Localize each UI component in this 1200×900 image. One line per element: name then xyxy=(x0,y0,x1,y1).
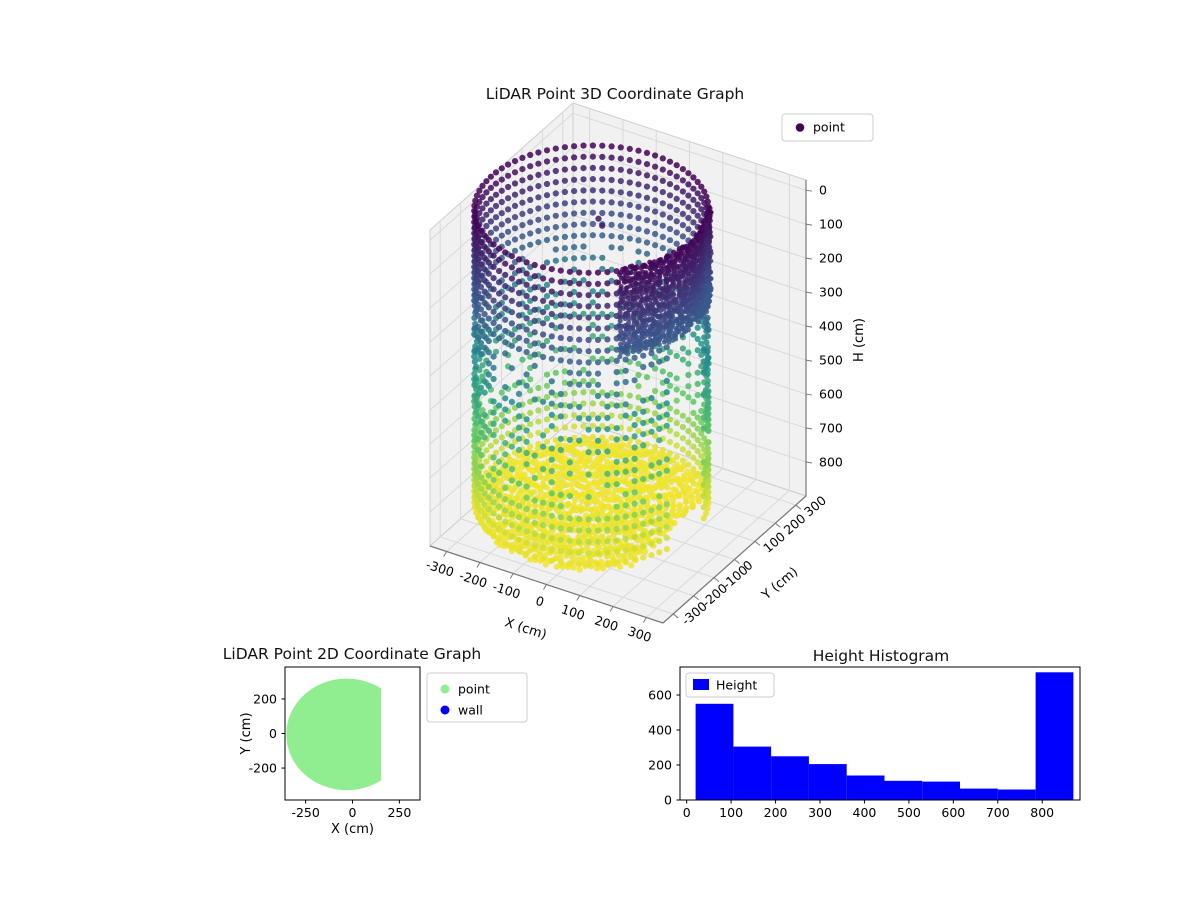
histogram-bars xyxy=(695,672,1074,801)
x-axis-label: X (cm) xyxy=(331,822,374,837)
tick-label: 300 xyxy=(808,805,832,820)
tick-label: -250 xyxy=(291,805,319,820)
tick-label: 200 xyxy=(253,691,277,706)
tick-label: 800 xyxy=(1030,805,1054,820)
plot3d: -300 -200 -100 0100200300-300-200-100010020… xyxy=(424,101,874,645)
plot3d-legend: point xyxy=(781,113,874,142)
tick-label: 600 xyxy=(941,805,965,820)
histogram: 0 100 200 300 400 500 600 700 800 0 200 400 600 Heigh… xyxy=(648,666,1081,821)
z-axis-label: H (cm) xyxy=(852,318,867,362)
tick-label: 100 xyxy=(719,805,743,820)
legend-patch-height xyxy=(693,679,709,690)
legend-label-point: point xyxy=(813,120,845,135)
tick-label: 400 xyxy=(819,319,843,334)
plot2d-title: LiDAR Point 2D Coordinate Graph xyxy=(222,645,482,663)
tick-label: 0 xyxy=(349,805,357,820)
hist-bar xyxy=(960,788,998,800)
point-cloud-2d xyxy=(286,678,382,791)
histogram-title: Height Histogram xyxy=(812,647,950,665)
hist-bar xyxy=(771,756,809,801)
plot2d: -250 0 250 -200 0 200 X (cm) Y (cm) point wall xyxy=(239,666,528,837)
tick-label: 300 xyxy=(626,623,653,645)
tick-label: 700 xyxy=(986,805,1010,820)
tick-label: 400 xyxy=(648,723,672,738)
plot3d-title: LiDAR Point 3D Coordinate Graph xyxy=(485,85,745,103)
hist-bar xyxy=(884,780,923,801)
tick-label: 0 xyxy=(534,593,546,610)
tick-label: 500 xyxy=(819,353,843,368)
hist-bar xyxy=(733,746,772,800)
tick-label: 700 xyxy=(819,421,843,436)
tick-label: 0 xyxy=(683,805,691,820)
tick-label: 500 xyxy=(897,805,921,820)
legend-label-wall: wall xyxy=(458,703,483,718)
legend-marker-point xyxy=(795,123,805,132)
plot2d-axes-labels: -250 0 250 -200 0 200 X (cm) Y (cm) xyxy=(239,691,411,837)
tick-label: 200 xyxy=(819,251,843,266)
tick-label: 0 xyxy=(664,793,672,808)
tick-label: 200 xyxy=(648,758,672,773)
y-axis-label: Y (cm) xyxy=(239,712,254,755)
tick-label: 400 xyxy=(853,805,877,820)
tick-label: 200 xyxy=(764,805,788,820)
legend-marker-point xyxy=(440,684,450,694)
hist-bar xyxy=(846,775,885,800)
hist-bar xyxy=(695,703,734,801)
histogram-legend: Height xyxy=(685,672,775,698)
hist-bar xyxy=(1035,672,1074,801)
plot3d-points xyxy=(471,142,714,573)
tick-label: 600 xyxy=(819,387,843,402)
tick-label: 100 xyxy=(560,601,587,623)
y-axis-label: Y (cm) xyxy=(759,565,802,604)
legend-label-height: Height xyxy=(716,678,757,693)
legend-label-point: point xyxy=(458,682,490,697)
hist-bar xyxy=(808,764,847,800)
tick-label: 600 xyxy=(648,688,672,703)
plot3d-axes-labels: -300 -200 -100 0100200300-300-200-100010020… xyxy=(424,183,867,645)
tick-label: 250 xyxy=(387,805,411,820)
tick-label: 100 xyxy=(819,217,843,232)
tick-label: -200 xyxy=(249,761,277,776)
hist-bar xyxy=(922,781,960,800)
x-axis-label: X (cm) xyxy=(503,615,549,643)
tick-label: -100 xyxy=(491,579,523,602)
histogram-axes-labels: 0 100 200 300 400 500 600 700 800 0 200 400 600 xyxy=(648,688,1054,821)
tick-label: -300 xyxy=(424,557,456,580)
tick-label: 0 xyxy=(819,183,827,198)
tick-label: 800 xyxy=(819,455,843,470)
legend-marker-wall xyxy=(440,705,450,715)
hist-bar xyxy=(997,789,1036,800)
tick-label: -200 xyxy=(458,568,490,591)
tick-label: 300 xyxy=(819,285,843,300)
tick-label: 0 xyxy=(269,726,277,741)
tick-label: 200 xyxy=(593,612,620,634)
plot2d-legend: point wall xyxy=(426,672,528,723)
